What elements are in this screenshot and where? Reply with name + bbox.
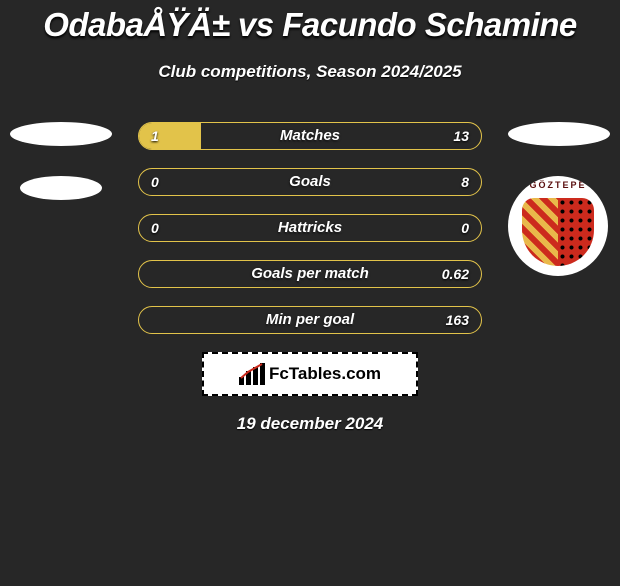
stat-rows: 113Matches 08Goals 00Hattricks 0.62Goals pe… <box>138 122 482 334</box>
stat-label: Goals per match <box>139 261 481 287</box>
left-player-avatar-placeholder <box>10 122 112 146</box>
bars-icon <box>239 363 265 385</box>
stat-row: 08Goals <box>138 168 482 196</box>
stat-row: 163Min per goal <box>138 306 482 334</box>
stats-area: GÖZTEPE 113Matches 08Goals 00Hattricks 0.62… <box>0 122 620 334</box>
right-club-badge: GÖZTEPE <box>508 176 608 276</box>
stat-row: 0.62Goals per match <box>138 260 482 288</box>
right-player-column: GÖZTEPE <box>508 122 610 276</box>
page-title: OdabaÅŸÄ± vs Facundo Schamine <box>0 6 620 44</box>
stat-label: Matches <box>139 123 481 149</box>
stat-label: Min per goal <box>139 307 481 333</box>
fctables-text: FcTables.com <box>269 364 381 384</box>
club-badge-icon: GÖZTEPE <box>516 184 600 268</box>
left-player-column <box>10 122 112 230</box>
stat-label: Goals <box>139 169 481 195</box>
shield-icon <box>522 198 594 266</box>
stat-label: Hattricks <box>139 215 481 241</box>
right-player-avatar-placeholder <box>508 122 610 146</box>
fctables-watermark: FcTables.com <box>202 352 418 396</box>
left-club-avatar-placeholder <box>20 176 102 200</box>
stat-row: 00Hattricks <box>138 214 482 242</box>
page-subtitle: Club competitions, Season 2024/2025 <box>0 62 620 82</box>
footer-date: 19 december 2024 <box>0 414 620 434</box>
club-badge-text: GÖZTEPE <box>516 180 600 190</box>
stat-row: 113Matches <box>138 122 482 150</box>
